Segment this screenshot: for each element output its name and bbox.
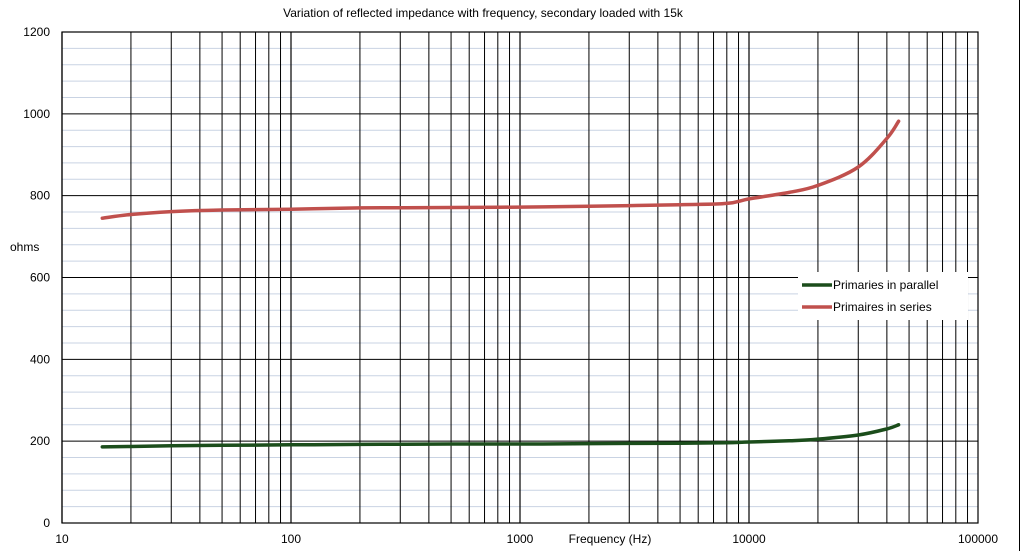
y-tick-label: 200: [30, 434, 50, 448]
y-tick-label: 400: [30, 352, 50, 366]
y-tick-label: 0: [43, 516, 50, 530]
plot-border: [61, 31, 979, 524]
x-tick-label: 100: [281, 532, 301, 546]
y-tick-label: 1200: [23, 25, 50, 39]
legend: Primaries in parallel Primaires in series: [798, 272, 968, 320]
series-line-2: [100, 119, 901, 220]
x-tick-label: 10000: [732, 532, 766, 546]
series-layer: [100, 119, 901, 449]
y-tick-label: 1000: [23, 107, 50, 121]
frame-right-edge: [1019, 0, 1020, 551]
x-tick-label: 1000: [507, 532, 534, 546]
x-tick-label: 100000: [958, 532, 998, 546]
legend-box: [798, 272, 968, 320]
axes: 0 200 400 600 800 1000 1200 10 100 1000 10000 10000…: [23, 25, 998, 546]
y-tick-label: 600: [30, 271, 50, 285]
legend-label: Primaries in parallel: [833, 278, 938, 292]
y-tick-label: 800: [30, 189, 50, 203]
chart-title: Variation of reflected impedance with fr…: [283, 6, 684, 20]
legend-label: Primaires in series: [833, 300, 932, 314]
x-axis-label: Frequency (Hz): [569, 532, 652, 546]
x-tick-label: 10: [55, 532, 69, 546]
series-line-1: [100, 423, 901, 449]
y-axis-label: ohms: [10, 240, 39, 254]
